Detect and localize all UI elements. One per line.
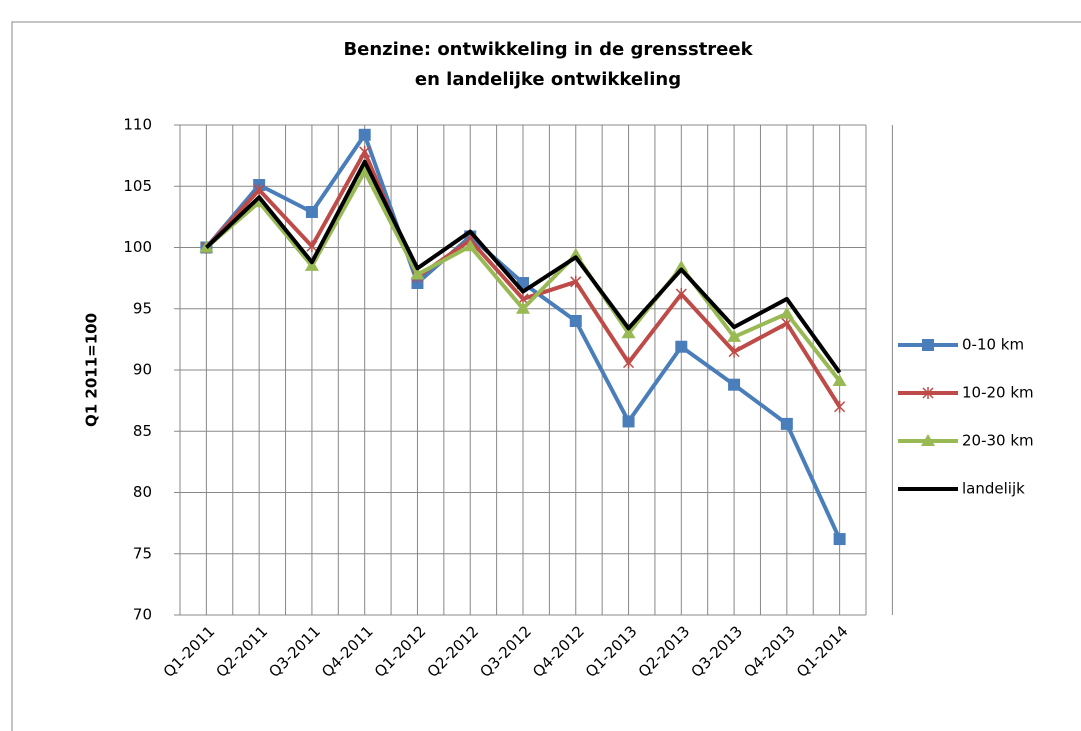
legend-label: 0-10 km bbox=[962, 336, 1024, 354]
marker bbox=[675, 340, 688, 353]
y-tick-label: 100 bbox=[123, 238, 152, 256]
legend-marker bbox=[922, 387, 934, 399]
marker bbox=[304, 258, 319, 271]
legend-label: 20-30 km bbox=[962, 432, 1034, 450]
marker bbox=[357, 164, 372, 177]
legend-label: 10-20 km bbox=[962, 384, 1034, 402]
y-tick-label: 70 bbox=[133, 606, 152, 624]
marker bbox=[728, 378, 741, 391]
marker bbox=[832, 374, 847, 387]
marker bbox=[675, 288, 687, 301]
marker bbox=[834, 400, 846, 413]
y-tick-label: 90 bbox=[133, 361, 152, 379]
marker bbox=[305, 205, 318, 218]
marker bbox=[306, 240, 318, 253]
marker bbox=[568, 247, 583, 260]
marker bbox=[570, 275, 582, 288]
legend-marker bbox=[922, 339, 934, 351]
marker bbox=[516, 301, 530, 314]
marker bbox=[253, 183, 265, 196]
legend-label: landelijk bbox=[962, 480, 1025, 498]
marker bbox=[728, 345, 740, 358]
marker bbox=[623, 356, 635, 369]
marker bbox=[359, 145, 371, 158]
marker bbox=[463, 239, 478, 252]
y-tick-label: 85 bbox=[133, 422, 152, 440]
y-tick-label: 110 bbox=[123, 116, 152, 134]
marker bbox=[727, 329, 742, 342]
marker bbox=[569, 315, 582, 327]
legend-marker bbox=[921, 434, 935, 446]
y-tick-label: 75 bbox=[133, 544, 152, 562]
chart-title: Benzine: ontwikkeling in de grensstreek bbox=[343, 39, 753, 60]
marker bbox=[410, 267, 425, 280]
marker bbox=[780, 417, 793, 430]
series-line bbox=[205, 159, 842, 374]
marker bbox=[779, 306, 794, 319]
y-tick-label: 105 bbox=[123, 177, 152, 195]
chart-title: en landelijke ontwikkeling bbox=[415, 69, 681, 90]
marker bbox=[833, 533, 846, 546]
marker bbox=[358, 128, 371, 141]
marker bbox=[622, 415, 635, 428]
marker bbox=[674, 260, 689, 273]
chart-frame bbox=[11, 21, 1081, 731]
y-tick-label: 95 bbox=[133, 299, 152, 317]
y-axis-label: Q1 2011=100 bbox=[83, 313, 101, 427]
marker bbox=[621, 326, 636, 339]
y-tick-label: 80 bbox=[133, 483, 152, 501]
